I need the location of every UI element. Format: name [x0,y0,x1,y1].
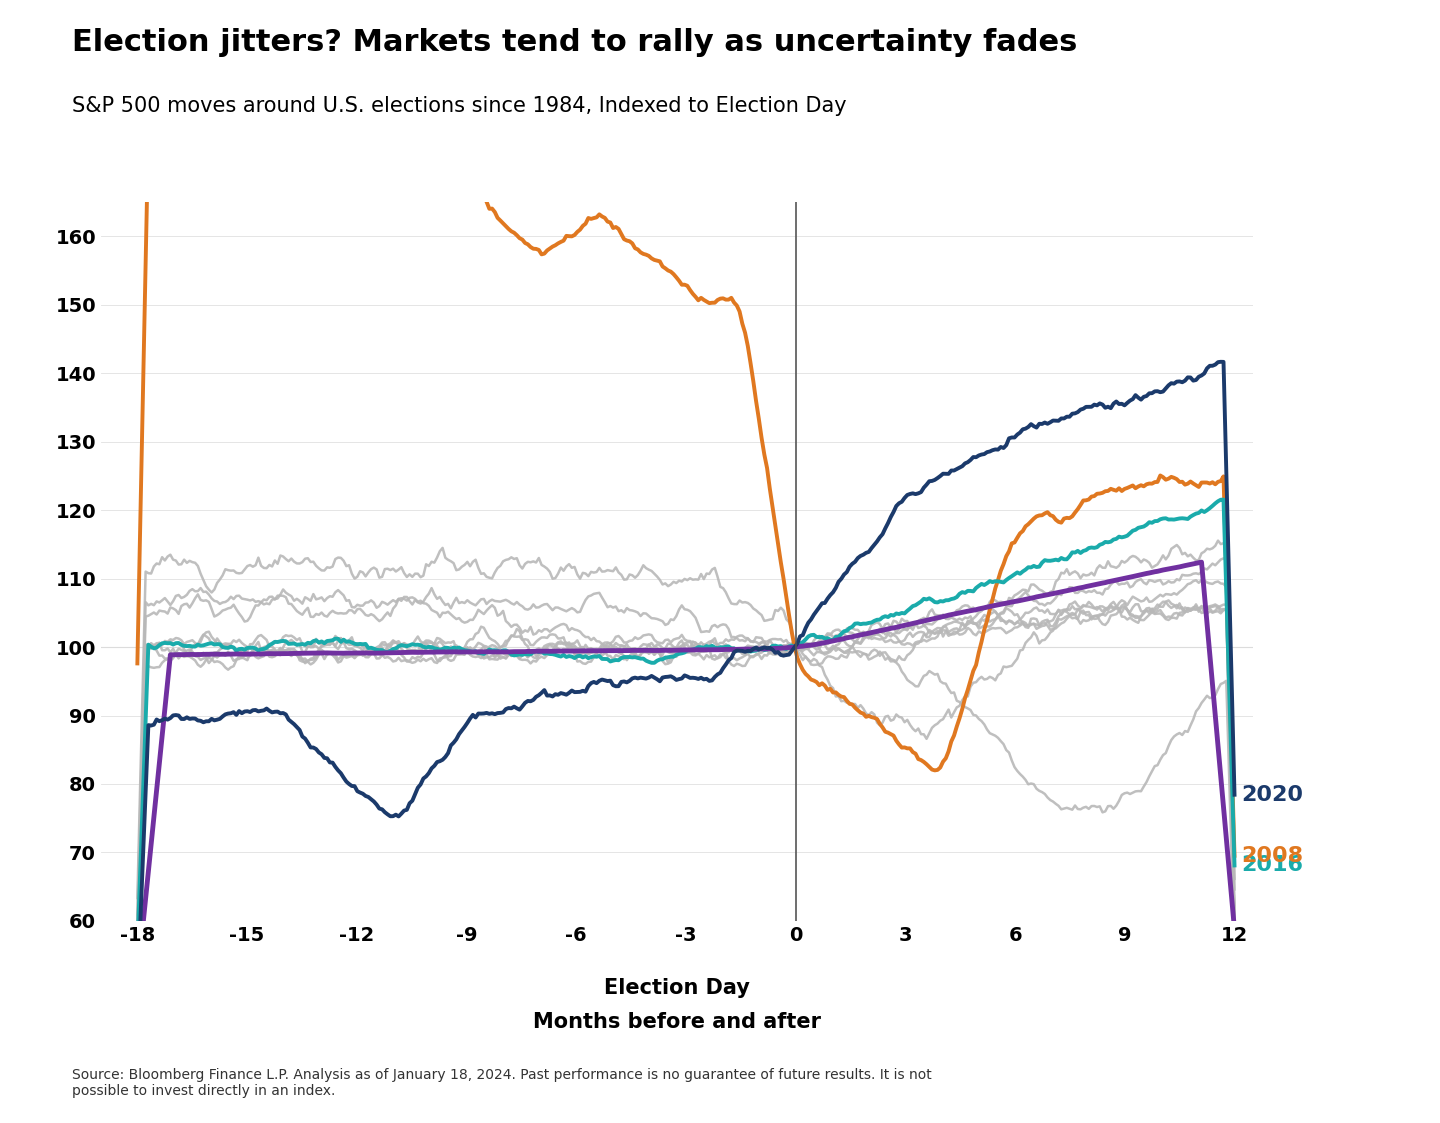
Text: 2016: 2016 [1241,856,1303,876]
Text: Election Day: Election Day [603,978,750,998]
Text: Election jitters? Markets tend to rally as uncertainty fades: Election jitters? Markets tend to rally … [72,28,1077,56]
Text: S&P 500 moves around U.S. elections since 1984, Indexed to Election Day: S&P 500 moves around U.S. elections sinc… [72,97,847,117]
Text: Source: Bloomberg Finance L.P. Analysis as of January 18, 2024. Past performance: Source: Bloomberg Finance L.P. Analysis … [72,1068,932,1098]
Text: Months before and after: Months before and after [533,1012,821,1032]
Text: 2020: 2020 [1241,785,1303,805]
Text: 2008: 2008 [1241,846,1303,866]
